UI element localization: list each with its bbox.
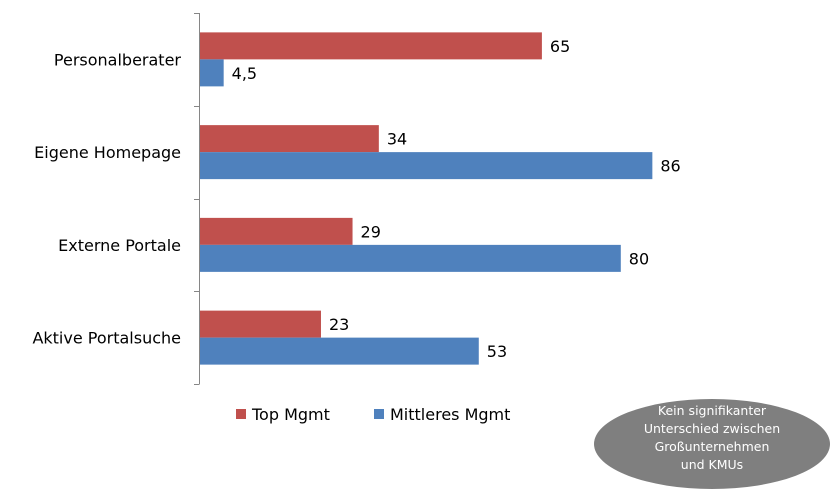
data-label: 29 [361,222,381,241]
legend-swatch [236,409,246,419]
note-callout: Kein signifikanter Unterschied zwischen … [612,402,812,474]
data-label: 65 [550,37,570,56]
category-label: Personalberater [54,50,182,69]
category-label: Eigene Homepage [34,143,181,162]
bar-top-mgmt [200,217,353,245]
data-label: 86 [660,157,680,176]
bar-mittleres-mgmt [200,59,224,87]
bar-mittleres-mgmt [200,337,479,365]
data-label: 80 [629,249,649,268]
data-label: 4,5 [232,64,257,83]
bar-top-mgmt [200,125,379,153]
note-line-4: und KMUs [680,457,744,472]
category-label: Externe Portale [58,236,181,255]
bar-top-mgmt [200,310,321,338]
bar-mittleres-mgmt [200,152,653,180]
legend-swatch [374,409,384,419]
legend-label: Mittleres Mgmt [390,405,510,424]
note-line-1: Kein signifikanter [657,403,767,418]
data-label: 53 [487,342,507,361]
data-label: 23 [329,315,349,334]
bar-mittleres-mgmt [200,244,621,272]
note-ellipse [594,399,830,489]
legend-label: Top Mgmt [251,405,330,424]
data-label: 34 [387,130,407,149]
note-line-3: Großunternehmen [654,439,770,454]
note-line-2: Unterschied zwischen [643,421,781,436]
bar-top-mgmt [200,32,542,60]
category-label: Aktive Portalsuche [32,329,181,348]
